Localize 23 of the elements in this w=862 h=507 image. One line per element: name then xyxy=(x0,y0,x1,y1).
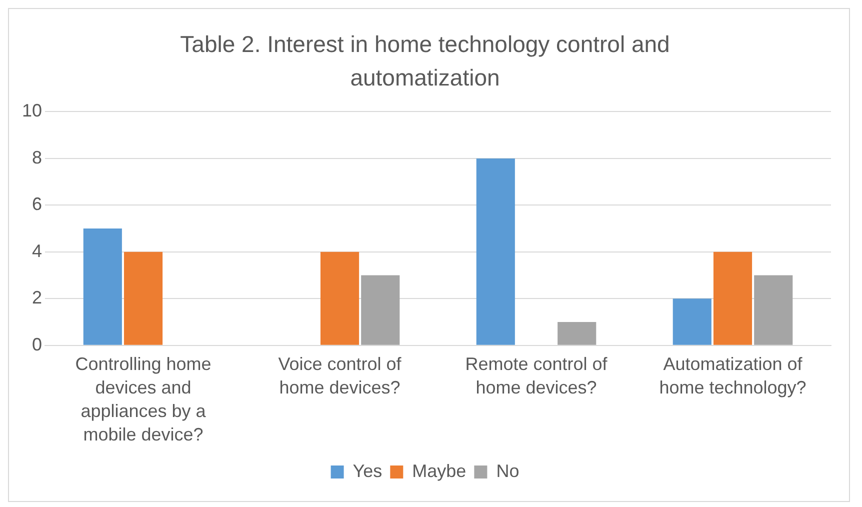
bar xyxy=(124,252,163,345)
y-tick-label: 4 xyxy=(32,240,42,261)
bar xyxy=(361,275,400,345)
x-tick-label: Automatization of home technology? xyxy=(659,354,806,398)
y-tick-label: 8 xyxy=(32,147,42,168)
bar xyxy=(476,158,515,345)
bar xyxy=(713,252,752,345)
bar xyxy=(83,228,122,345)
y-tick-label: 10 xyxy=(22,100,42,121)
y-tick-label: 2 xyxy=(32,288,42,308)
legend-label: Maybe xyxy=(412,460,466,481)
bar xyxy=(558,322,596,345)
y-tick-label: 6 xyxy=(32,194,42,214)
bar xyxy=(320,252,360,345)
bar xyxy=(754,275,793,345)
bar xyxy=(672,298,712,345)
x-tick-label: Remote control of home devices? xyxy=(465,354,608,398)
y-tick-label: 0 xyxy=(32,334,42,354)
x-tick-label: Voice control of home devices? xyxy=(278,354,402,398)
x-tick-label: Controlling home devices and appliances by a mobile device? xyxy=(75,354,212,444)
chart-title: Table 2. Interest in home technology control and automatization xyxy=(180,31,670,90)
legend-label: Yes xyxy=(352,460,382,481)
legend-label: No xyxy=(496,460,520,481)
